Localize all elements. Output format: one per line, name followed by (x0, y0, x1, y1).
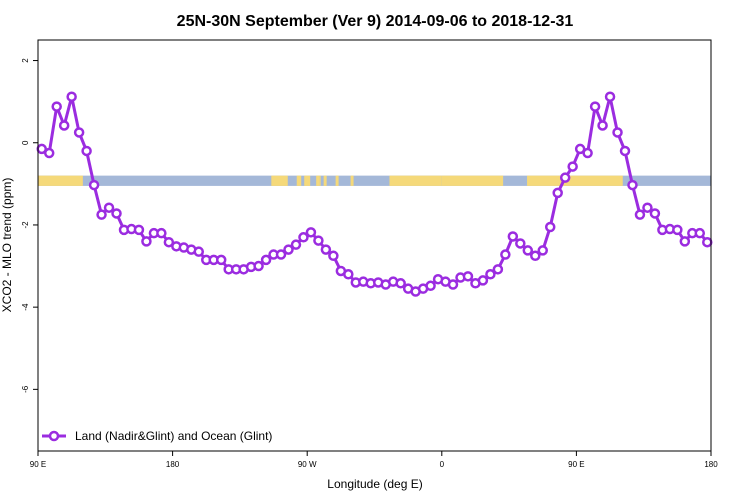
land-segment (319, 175, 321, 186)
data-point (96, 209, 107, 220)
x-tick-label: 90 E (568, 460, 584, 469)
data-point (111, 208, 122, 219)
data-point (313, 235, 324, 246)
data-point (537, 245, 548, 256)
data-point (589, 101, 601, 112)
data-point (51, 101, 62, 112)
data-point (619, 145, 631, 157)
data-point (544, 221, 556, 233)
x-tick-label: 180 (166, 460, 180, 469)
data-point (649, 208, 661, 219)
data-point (462, 271, 474, 282)
data-point (515, 238, 526, 249)
data-point (320, 244, 332, 255)
data-point (634, 209, 646, 220)
data-point (679, 236, 691, 247)
data-point (425, 280, 436, 292)
land-segment (350, 175, 354, 186)
x-tick-label: 180 (704, 460, 718, 469)
x-tick-label: 0 (440, 460, 445, 469)
plot-frame (37, 39, 712, 452)
data-point (477, 275, 489, 286)
data-point (500, 249, 511, 260)
data-point (328, 250, 339, 262)
land-segment (38, 175, 83, 186)
data-point (492, 264, 504, 275)
data-point (260, 254, 272, 266)
data-point (597, 120, 608, 131)
data-point (290, 239, 302, 250)
chart-title: 25N-30N September (Ver 9) 2014-09-06 to … (177, 13, 574, 30)
land-segment (335, 175, 339, 186)
data-point (574, 143, 586, 155)
data-point (81, 145, 92, 157)
x-axis: 90 E 180 90 W 0 90 E 180 (30, 451, 718, 469)
data-point (343, 269, 354, 280)
data-point (627, 179, 638, 191)
y-axis: 2 0 -2 -4 -6 (21, 58, 38, 393)
land-segment (323, 175, 327, 186)
data-point (582, 147, 593, 159)
y-tick-label: -4 (21, 303, 30, 311)
data-point (702, 236, 713, 248)
data-point (193, 246, 205, 257)
land-segment (271, 175, 288, 186)
land-segment (527, 175, 623, 186)
data-point (133, 224, 145, 236)
data-point (694, 227, 706, 239)
data-point (395, 278, 406, 289)
legend-label: Land (Nadir&Glint) and Ocean (Glint) (75, 429, 272, 443)
data-point (156, 227, 167, 239)
data-point (447, 279, 459, 290)
y-tick-label: 2 (21, 58, 30, 63)
data-point (88, 179, 100, 191)
data-point (298, 232, 309, 243)
data-point (283, 244, 294, 255)
data-point (58, 120, 70, 131)
ocean-band (38, 175, 711, 186)
legend: Land (Nadir&Glint) and Ocean (Glint) (42, 429, 272, 443)
data-point (559, 172, 571, 183)
land-segment (296, 175, 302, 186)
land-segment (316, 175, 320, 186)
land-segment (389, 175, 442, 186)
land-ocean-strip (38, 175, 711, 186)
x-axis-label: Longitude (deg E) (327, 477, 422, 491)
y-tick-label: -6 (21, 385, 30, 393)
data-point (522, 245, 534, 256)
legend-marker-swatch (48, 430, 60, 442)
y-tick-label: -2 (21, 221, 30, 229)
data-point (507, 231, 519, 242)
data-point (141, 236, 152, 247)
data-point (215, 254, 227, 266)
data-point (253, 260, 264, 272)
data-point (604, 91, 616, 102)
data-point (672, 224, 683, 236)
series-layer (36, 91, 713, 297)
land-segment (441, 175, 504, 186)
data-point (103, 202, 115, 213)
data-point (612, 127, 623, 138)
data-point (66, 91, 77, 102)
y-axis-label: XCO2 - MLO trend (ppm) (0, 178, 14, 313)
data-point (275, 249, 287, 260)
x-tick-label: 90 W (298, 460, 317, 469)
data-point (530, 250, 541, 262)
data-point (305, 227, 317, 238)
y-tick-label: 0 (21, 140, 30, 145)
data-point (43, 147, 55, 159)
x-tick-label: 90 E (30, 460, 46, 469)
data-point (485, 269, 496, 280)
data-point (642, 202, 653, 213)
data-point (163, 236, 175, 248)
data-point (567, 161, 578, 172)
data-point (73, 127, 85, 138)
land-segment (304, 175, 311, 186)
data-point (552, 187, 563, 199)
